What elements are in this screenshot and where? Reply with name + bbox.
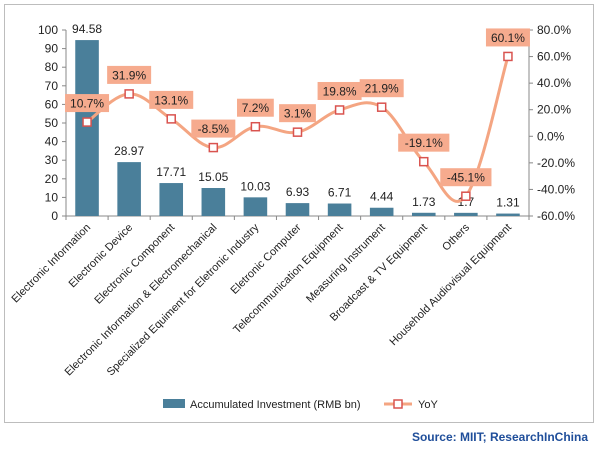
yoy-label-box	[279, 104, 316, 123]
yoy-value-label: 19.8%	[323, 84, 357, 98]
yoy-marker	[503, 51, 513, 62]
yoy-label-box	[65, 94, 110, 113]
bar	[327, 203, 352, 216]
bar-value-label: 17.71	[156, 165, 186, 179]
left-tick-label: 20	[45, 172, 59, 186]
left-tick-label: 70	[45, 79, 59, 93]
category-label: Measuring Instrument	[304, 222, 388, 306]
bar-value-label: 4.44	[370, 190, 394, 204]
left-tick-label: 40	[45, 135, 59, 149]
yoy-marker	[461, 191, 471, 201]
left-tick-label: 30	[45, 153, 59, 167]
yoy-value-label: 7.2%	[242, 101, 270, 115]
category-label: Electronic Information	[9, 222, 93, 306]
left-tick-label: 100	[38, 23, 58, 37]
yoy-value-label: -8.5%	[198, 122, 230, 136]
left-tick-label: 10	[45, 190, 59, 204]
yoy-value-label: 10.7%	[70, 97, 104, 111]
yoy-value-label: 3.1%	[284, 107, 312, 121]
yoy-label-box	[317, 81, 362, 100]
yoy-value-label: 31.9%	[112, 68, 146, 82]
yoy-marker	[334, 105, 345, 115]
right-tick-label: -60.0%	[537, 209, 575, 223]
bar-value-label: 1.73	[412, 195, 436, 209]
right-tick-label: 80.0%	[537, 23, 571, 37]
yoy-line-group: 10.7% 31.9% 13.1% -8.5% 7.2% 3.1% 19.8% 21.9% -1…	[65, 28, 530, 203]
yoy-marker	[166, 114, 176, 124]
axes-group: 0 10 20 30 40 50 60 70 80 90 100 -60.0% -40.0% -20.0%…	[38, 23, 575, 223]
bar	[496, 213, 520, 216]
bar-value-label: 15.05	[198, 170, 228, 184]
left-tick-label: 60	[45, 97, 59, 111]
right-tick-label: 40.0%	[537, 76, 571, 90]
yoy-marker	[124, 89, 134, 99]
yoy-marker	[292, 127, 303, 137]
right-tick-label: -20.0%	[537, 156, 575, 170]
legend-line-marker	[393, 399, 403, 409]
left-tick-label: 0	[51, 209, 58, 223]
yoy-label-box	[359, 79, 404, 98]
category-label: Specialized Equiment for Eletronic Indus…	[105, 221, 262, 378]
right-tick-label: -40.0%	[537, 182, 575, 196]
legend-line-label: YoY	[418, 399, 438, 411]
bars-group: 94.58 28.97 17.71 15.05 10.03 6.93 6.71 4.44 1.7…	[72, 22, 520, 216]
bar	[159, 183, 184, 216]
yoy-value-label: 60.1%	[491, 31, 525, 45]
yoy-label-box	[237, 98, 274, 117]
bar	[411, 212, 436, 216]
bar	[285, 203, 310, 216]
left-tick-label: 80	[45, 60, 59, 74]
right-tick-label: 0.0%	[537, 129, 565, 143]
yoy-label-box	[149, 90, 194, 109]
yoy-marker	[208, 142, 219, 153]
source-note: Source: MIIT; ResearchInChina	[411, 430, 588, 444]
yoy-label-box	[440, 168, 492, 187]
bar	[201, 188, 226, 216]
yoy-value-label: -19.1%	[405, 136, 443, 150]
yoy-value-label: 21.9%	[365, 82, 399, 96]
yoy-value-label: 13.1%	[154, 93, 188, 107]
bar	[117, 162, 141, 216]
left-tick-label: 90	[45, 42, 59, 56]
bar-value-label: 10.03	[240, 179, 270, 193]
legend-bar-swatch	[163, 399, 185, 408]
legend: Accumulated Investment (RMB bn) YoY	[163, 399, 438, 411]
bar	[454, 212, 478, 216]
yoy-value-label: -45.1%	[447, 171, 485, 185]
left-tick-label: 50	[45, 116, 59, 130]
bar	[75, 40, 99, 216]
right-tick-label: 20.0%	[537, 103, 571, 117]
bar	[243, 197, 268, 216]
yoy-label-box	[191, 119, 236, 138]
category-label: Electronic Information & Electromechanic…	[63, 222, 220, 379]
bar-value-label: 1.31	[496, 196, 520, 210]
category-label: Others	[440, 221, 472, 253]
yoy-marker	[376, 102, 387, 112]
yoy-series-line	[86, 56, 510, 203]
legend-bar-label: Accumulated Investment (RMB bn)	[190, 399, 361, 411]
yoy-label-box	[485, 28, 530, 47]
bar-value-label: 94.58	[72, 22, 102, 36]
yoy-label-box	[107, 65, 152, 84]
bar-value-label: 28.97	[114, 144, 144, 158]
bar-value-label: 6.71	[328, 186, 352, 200]
yoy-label-box	[398, 133, 450, 152]
category-label: Eletronic Computer	[229, 221, 304, 296]
bar	[369, 207, 394, 216]
yoy-marker	[82, 117, 92, 127]
right-tick-label: 60.0%	[537, 50, 571, 64]
yoy-marker	[250, 121, 261, 132]
bar-value-label: 6.93	[286, 185, 310, 199]
yoy-marker	[419, 156, 429, 167]
category-label: Electronic Component	[92, 222, 177, 307]
